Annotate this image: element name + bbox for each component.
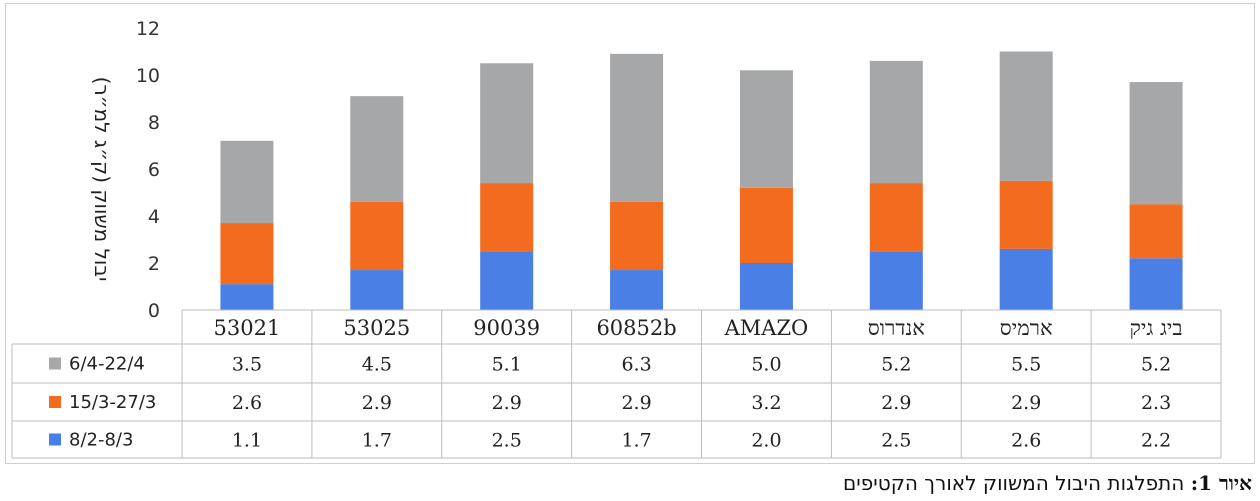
bar-segment <box>350 270 404 310</box>
data-table-value: 2.0 <box>751 430 781 452</box>
legend-label: 8/2-8/3 <box>69 430 133 451</box>
data-table-value: 3.2 <box>751 392 781 414</box>
legend-swatch <box>49 357 61 370</box>
bar-segment <box>739 70 793 188</box>
bar-segment <box>350 201 404 271</box>
category-label: 53025 <box>343 316 410 340</box>
data-table-value: 6.3 <box>621 354 651 376</box>
category-label: AMAZO <box>724 316 809 340</box>
figure-caption: איור 1: התפלגות היבול המשווק לאורך הקטיפ… <box>843 471 1252 496</box>
bar-segment <box>480 63 534 184</box>
bar-segment <box>1129 82 1183 205</box>
data-table-value: 5.0 <box>751 354 781 376</box>
y-tick-label: 6 <box>148 159 160 181</box>
bar-segment <box>869 183 923 252</box>
data-table-value: 2.5 <box>492 430 522 452</box>
y-axis-title: יבול משווק (ק״ג למ״ר) <box>90 77 114 282</box>
data-table-value: 5.2 <box>881 354 911 376</box>
y-tick-label: 10 <box>136 65 160 87</box>
y-tick-label: 8 <box>148 112 160 134</box>
caption-label: איור 1: <box>1190 471 1252 495</box>
data-table-value: 2.9 <box>362 392 392 414</box>
bar-segment <box>739 187 793 263</box>
data-table-value: 2.5 <box>881 430 911 452</box>
legend-swatch <box>49 396 61 408</box>
data-table-value: 2.9 <box>1011 392 1041 414</box>
data-table-value: 2.2 <box>1141 430 1171 452</box>
bar-segment <box>999 248 1053 310</box>
data-table-value: 5.2 <box>1141 354 1171 376</box>
category-label: אנדרוס <box>868 316 925 340</box>
category-label: 60852b <box>596 316 676 340</box>
data-table-value: 1.7 <box>362 430 392 452</box>
category-label: ביג גיק <box>1130 316 1183 340</box>
y-tick-label: 2 <box>148 253 160 275</box>
bar-segment <box>869 60 923 184</box>
data-table-value: 2.3 <box>1141 392 1171 414</box>
y-tick-label: 4 <box>148 206 160 228</box>
data-table-value: 4.5 <box>362 354 392 376</box>
bar-segment <box>480 183 534 252</box>
category-label: 53021 <box>214 316 281 340</box>
category-label: 90039 <box>473 316 540 340</box>
legend-swatch <box>49 433 61 446</box>
data-table-value: 5.5 <box>1011 354 1041 376</box>
data-table-value: 2.9 <box>492 392 522 414</box>
y-tick-label: 0 <box>148 300 160 322</box>
bar-segment <box>220 140 274 224</box>
bar-segment <box>1129 258 1183 310</box>
data-table-value: 2.6 <box>1011 430 1041 452</box>
legend-label: 6/4-22/4 <box>69 354 145 375</box>
data-table-value: 3.5 <box>232 354 262 376</box>
bar-segment <box>999 180 1053 249</box>
data-table-value: 5.1 <box>492 354 522 376</box>
bar-segment <box>739 263 793 310</box>
bar-segment <box>220 284 274 310</box>
bar-segment <box>480 251 534 310</box>
bar-segment <box>220 223 274 285</box>
chart-frame <box>5 3 1255 464</box>
caption-text: התפלגות היבול המשווק לאורך הקטיפים <box>843 471 1191 495</box>
bar-segment <box>1129 204 1183 259</box>
bar-segment <box>610 53 664 202</box>
data-table-value: 2.6 <box>232 392 262 414</box>
data-table-value: 1.7 <box>621 430 651 452</box>
bar-segment <box>869 251 923 310</box>
bar-segment <box>999 51 1053 181</box>
legend-label: 15/3-27/3 <box>69 392 156 413</box>
y-tick-label: 12 <box>136 18 160 40</box>
bar-segment <box>610 201 664 271</box>
data-table-value: 2.9 <box>881 392 911 414</box>
bar-segment <box>610 270 664 310</box>
category-label: ארמיס <box>1000 316 1053 340</box>
data-table-value: 1.1 <box>232 430 262 452</box>
data-table-value: 2.9 <box>621 392 651 414</box>
bar-segment <box>350 96 404 202</box>
